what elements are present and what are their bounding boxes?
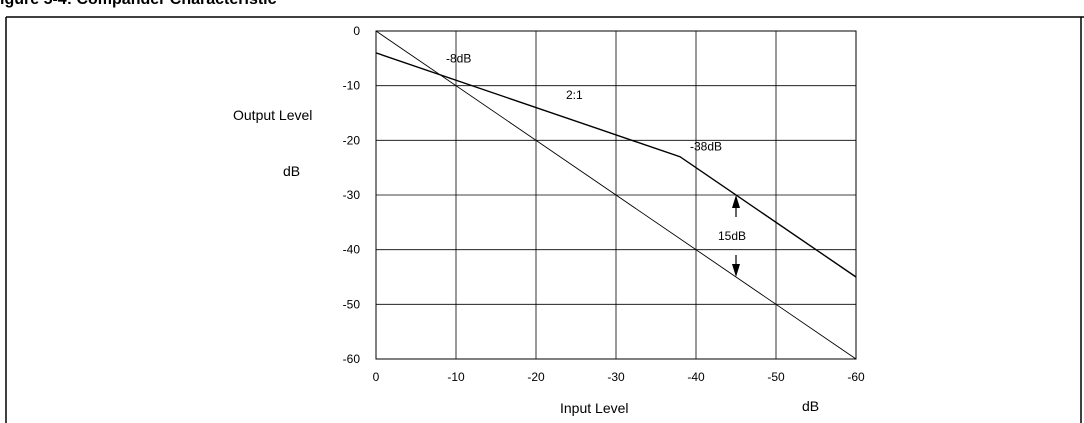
gap-arrowhead-up xyxy=(732,195,740,208)
x-tick-label: -30 xyxy=(607,370,625,384)
y-tick-label: -60 xyxy=(343,352,361,366)
annotation-label: 2:1 xyxy=(566,88,583,102)
y-tick-label: -20 xyxy=(343,133,361,147)
x-tick-label: -40 xyxy=(687,370,705,384)
x-axis-unit: dB xyxy=(802,398,819,414)
x-tick-label: -60 xyxy=(847,370,865,384)
plot-area: 0 -10 -20 -30 -40 -50 -60 0 -10 -20 -30 -40 -50 -60 -8… xyxy=(343,24,865,384)
x-tick-label: -50 xyxy=(767,370,785,384)
annotation-label: 15dB xyxy=(718,229,746,243)
y-tick-label: -30 xyxy=(343,188,361,202)
x-tick-label: -10 xyxy=(447,370,465,384)
y-tick-label: -40 xyxy=(343,243,361,257)
x-tick-label: -20 xyxy=(527,370,545,384)
figure-title: igure 5-4: Compander Characteristic xyxy=(0,0,277,9)
y-axis-title: Output Level xyxy=(233,107,312,123)
y-axis-unit: dB xyxy=(283,163,300,179)
annotation-label: -38dB xyxy=(690,140,722,154)
y-tick-label: -10 xyxy=(343,79,361,93)
gap-arrowhead-down xyxy=(732,264,740,277)
compander-line xyxy=(375,52,857,278)
x-tick-label: 0 xyxy=(373,370,380,384)
reference-line xyxy=(375,30,857,360)
x-axis-title: Input Level xyxy=(560,400,629,416)
y-tick-label: 0 xyxy=(353,24,360,38)
y-tick-label: -50 xyxy=(343,297,361,311)
annotation-label: -8dB xyxy=(446,52,471,66)
